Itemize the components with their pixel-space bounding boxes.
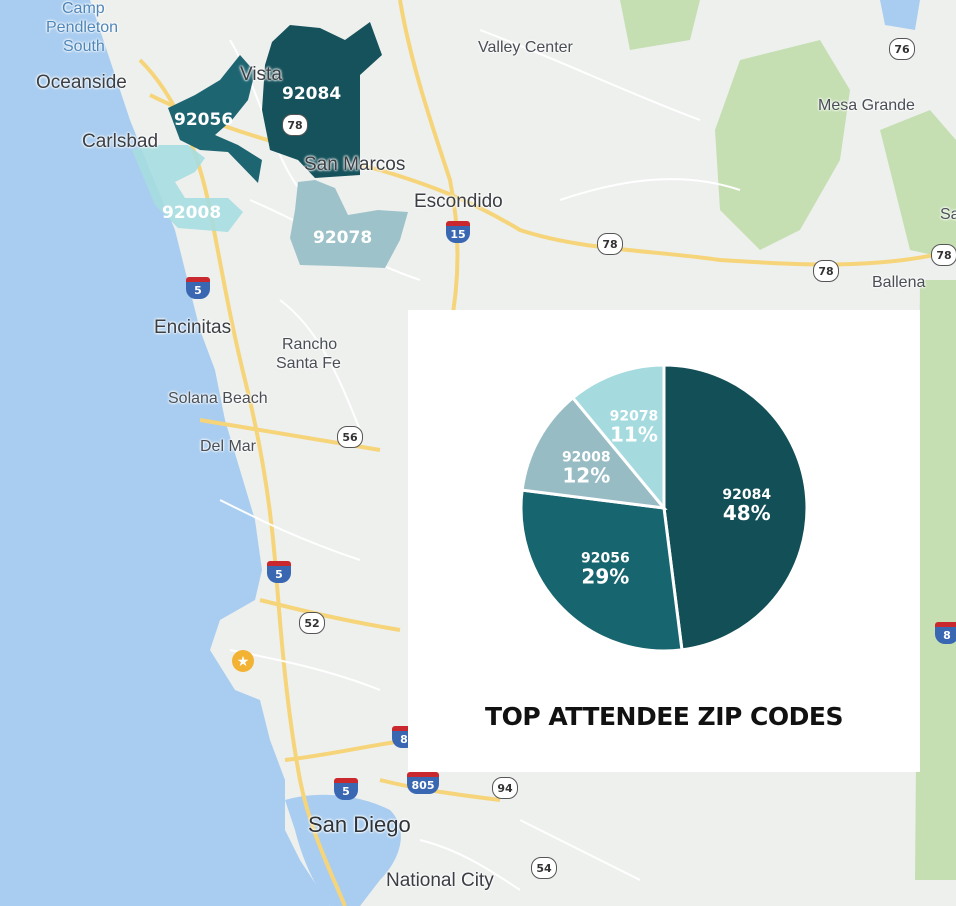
pie-slice-percent: 12% — [562, 463, 610, 487]
zip-map-label-92078: 92078 — [313, 228, 373, 248]
pie-slice-92008 — [520, 395, 668, 510]
star-marker-icon[interactable]: ★ — [232, 650, 254, 672]
pie-slice-label: 92078 — [610, 409, 659, 425]
park-east-1 — [715, 40, 850, 250]
zip-region-92008 — [132, 145, 243, 232]
place-camp-pendleton-line1: Camp — [62, 0, 105, 17]
place-oceanside: Oceanside — [36, 72, 127, 93]
place-encinitas: Encinitas — [154, 317, 232, 338]
pie-chart-panel: 92084 48% 92056 29% 92008 12% 92078 11% TOP ATT… — [408, 310, 920, 772]
interstate-shield: 15 — [446, 221, 470, 243]
place-camp-pendleton-line3: South — [63, 38, 105, 55]
chart-title: TOP ATTENDEE ZIP CODES — [485, 702, 843, 731]
interstate-shield: 5 — [186, 277, 210, 299]
lake — [880, 0, 920, 30]
interstate-shield: 5 — [267, 561, 291, 583]
park-east-2 — [620, 0, 700, 50]
pie-slice-label: 92008 — [562, 449, 611, 465]
place-camp-pendleton-line2: Pendleton — [46, 19, 119, 36]
state-route-shield: 52 — [299, 612, 325, 634]
state-route-shield: 94 — [492, 777, 518, 799]
place-escondido: Escondido — [414, 191, 503, 212]
place-rancho-santa-fe-line2: Santa Fe — [276, 355, 341, 372]
state-route-shield: 54 — [531, 857, 557, 879]
place-san-marcos: San Marcos — [304, 154, 406, 175]
pie-slice-92078 — [570, 363, 666, 513]
place-carlsbad: Carlsbad — [82, 131, 159, 152]
interstate-shield: 5 — [334, 778, 358, 800]
state-route-shield: 78 — [282, 114, 308, 136]
state-route-shield: 78 — [597, 233, 623, 255]
state-route-shield: 76 — [889, 38, 915, 60]
interstate-shield: 805 — [407, 772, 439, 794]
pie-slice-92084 — [662, 363, 809, 652]
place-del-mar: Del Mar — [200, 438, 257, 455]
interstate-shield: 8 — [935, 622, 956, 644]
state-route-shield: 78 — [931, 244, 956, 266]
park-east-4 — [915, 280, 956, 880]
pie-slice-label: 92056 — [581, 551, 630, 567]
state-route-shield: 78 — [813, 260, 839, 282]
place-ballena: Ballena — [872, 274, 926, 291]
place-mesa-grande: Mesa Grande — [818, 97, 915, 114]
pie-slice-percent: 29% — [581, 565, 629, 589]
san-diego-bay — [285, 794, 401, 906]
zip-region-92084 — [262, 22, 382, 178]
place-national-city: National City — [386, 870, 494, 891]
pie-slice-92056 — [519, 488, 684, 653]
place-rancho-santa-fe-line1: Rancho — [282, 336, 338, 353]
zip-map-label-92084: 92084 — [282, 84, 342, 104]
pie-slice-label: 92084 — [722, 487, 771, 503]
place-san-diego: San Diego — [308, 812, 411, 837]
place-vista: Vista — [240, 64, 282, 85]
place-valley-center: Valley Center — [478, 39, 573, 56]
pie-slice-percent: 11% — [610, 423, 658, 447]
zip-region-92078 — [290, 180, 408, 268]
park-east-3 — [880, 110, 956, 260]
zip-region-92056 — [168, 55, 262, 183]
state-route-shield: 56 — [337, 426, 363, 448]
place-sa: Sa — [940, 206, 956, 223]
pacific-ocean — [0, 0, 330, 906]
place-solana-beach: Solana Beach — [168, 390, 268, 407]
zip-map-label-92056: 92056 — [174, 110, 234, 130]
pie-slice-percent: 48% — [723, 501, 771, 525]
zip-map-label-92008: 92008 — [162, 203, 222, 223]
